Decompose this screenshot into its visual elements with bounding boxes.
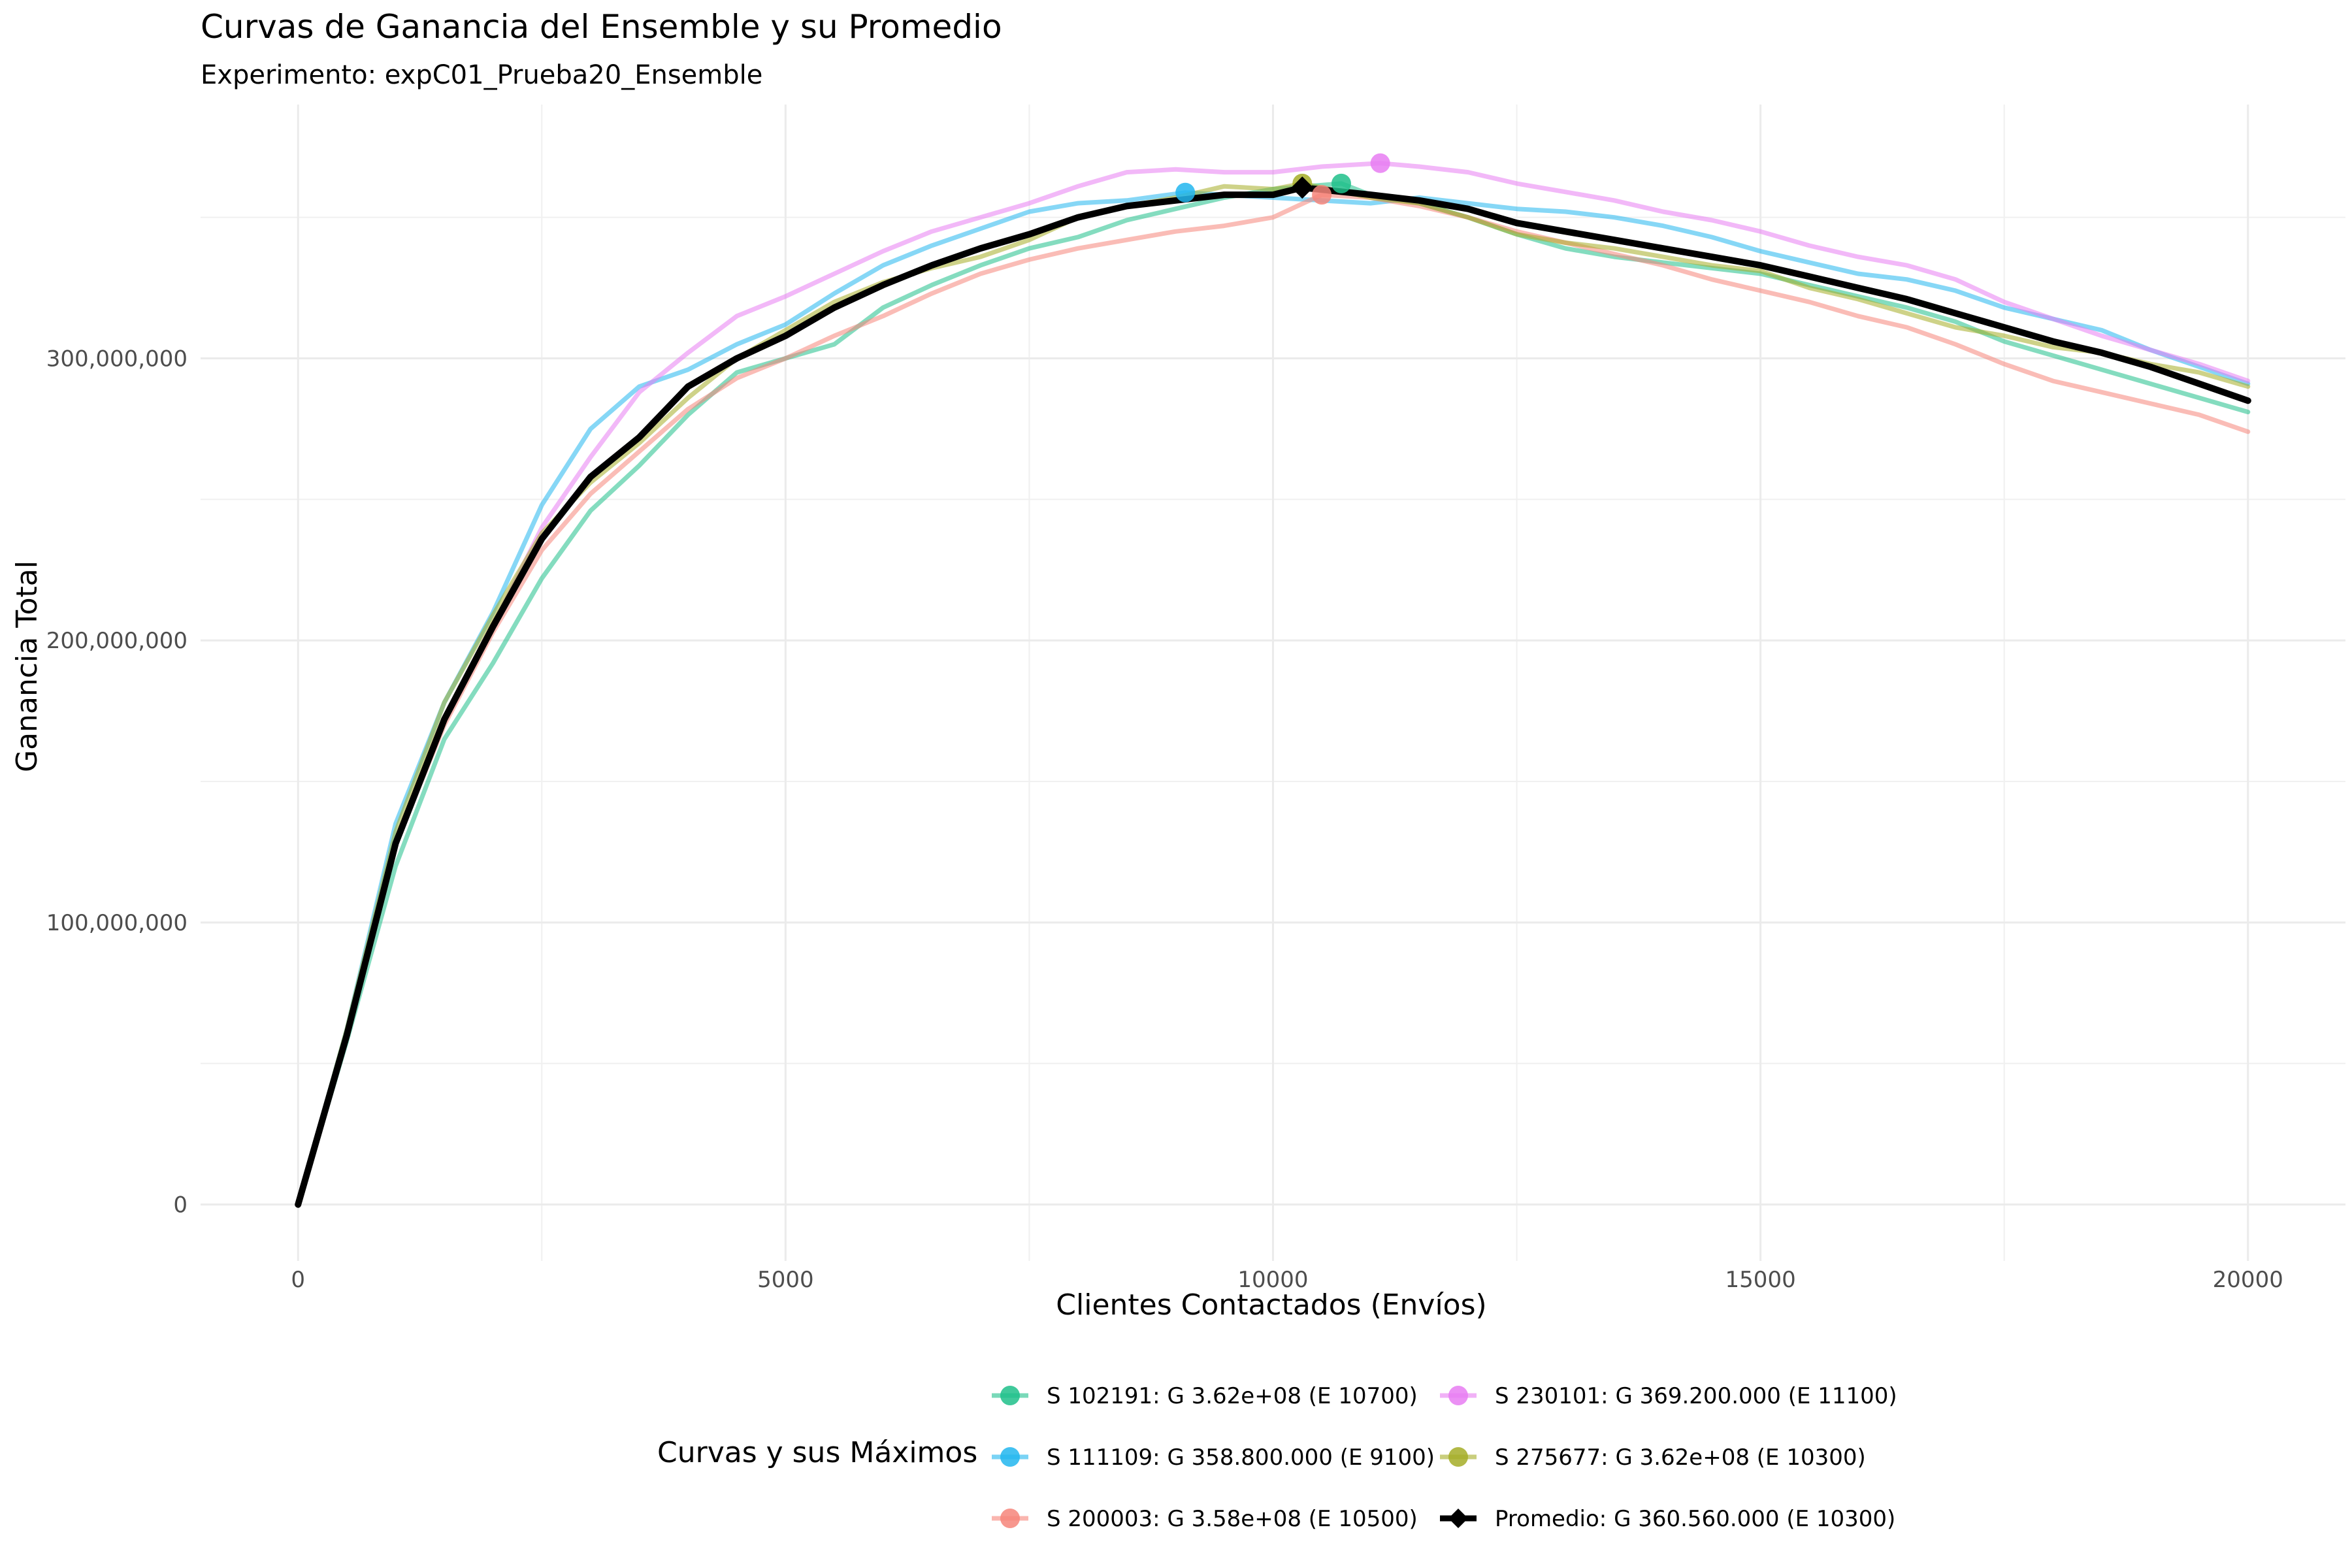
- legend: Curvas y sus Máximos S 102191: G 3.62e+0…: [657, 1383, 1897, 1532]
- series-max-marker: [1312, 185, 1332, 205]
- x-tick-label: 0: [291, 1267, 305, 1293]
- legend-label: S 230101: G 369.200.000 (E 11100): [1495, 1383, 1897, 1409]
- x-axis-title: Clientes Contactados (Envíos): [1056, 1288, 1486, 1322]
- x-tick-labels: 0 5000 10000 15000 20000: [291, 1267, 2283, 1293]
- series-max-marker: [1331, 173, 1351, 193]
- gridlines: [201, 105, 2345, 1261]
- series-line: [295, 161, 2251, 1207]
- legend-key-marker: [1000, 1386, 1020, 1405]
- y-tick-label: 200,000,000: [46, 628, 188, 654]
- average-max-marker: [1291, 176, 1314, 199]
- max-markers: [1175, 153, 1390, 205]
- y-tick-label: 100,000,000: [46, 910, 188, 936]
- legend-items: S 102191: G 3.62e+08 (E 10700) S 111109: …: [992, 1383, 1897, 1532]
- legend-item: S 275677: G 3.62e+08 (E 10300): [1440, 1445, 1866, 1471]
- legend-key-marker: [1000, 1447, 1020, 1467]
- y-tick-label: 0: [173, 1192, 188, 1218]
- x-tick-label: 20000: [2213, 1267, 2283, 1293]
- average-line: [295, 184, 2251, 1208]
- legend-label: S 200003: G 3.58e+08 (E 10500): [1047, 1506, 1418, 1532]
- chart-title: Curvas de Ganancia del Ensemble y su Pro…: [201, 8, 1002, 46]
- series-lines: [295, 161, 2251, 1208]
- series-max-marker: [1370, 153, 1390, 173]
- legend-key-marker: [1448, 1509, 1468, 1528]
- legend-item: S 111109: G 358.800.000 (E 9100): [992, 1445, 1435, 1471]
- legend-item: S 102191: G 3.62e+08 (E 10700): [992, 1383, 1418, 1409]
- chart-subtitle: Experimento: expC01_Prueba20_Ensemble: [201, 60, 762, 90]
- y-axis-title: Ganancia Total: [10, 561, 44, 772]
- series-line: [295, 181, 2251, 1207]
- legend-item: S 200003: G 3.58e+08 (E 10500): [992, 1506, 1418, 1532]
- legend-label: Promedio: G 360.560.000 (E 10300): [1495, 1506, 1895, 1532]
- legend-item: Promedio: G 360.560.000 (E 10300): [1440, 1506, 1895, 1532]
- legend-key-marker: [1448, 1447, 1468, 1467]
- x-tick-label: 10000: [1237, 1267, 1308, 1293]
- legend-item: S 230101: G 369.200.000 (E 11100): [1440, 1383, 1897, 1409]
- y-tick-labels: 0 100,000,000 200,000,000 300,000,000: [46, 346, 188, 1218]
- series-max-marker: [1175, 182, 1196, 203]
- legend-label: S 275677: G 3.62e+08 (E 10300): [1495, 1445, 1866, 1471]
- legend-label: S 111109: G 358.800.000 (E 9100): [1047, 1445, 1435, 1471]
- x-tick-label: 15000: [1725, 1267, 1796, 1293]
- y-tick-label: 300,000,000: [46, 346, 188, 372]
- series-line: [295, 192, 2251, 1207]
- legend-title: Curvas y sus Máximos: [657, 1436, 977, 1469]
- legend-key-marker: [1000, 1509, 1020, 1528]
- x-tick-label: 5000: [757, 1267, 814, 1293]
- legend-key-marker: [1448, 1386, 1468, 1405]
- legend-label: S 102191: G 3.62e+08 (E 10700): [1047, 1383, 1418, 1409]
